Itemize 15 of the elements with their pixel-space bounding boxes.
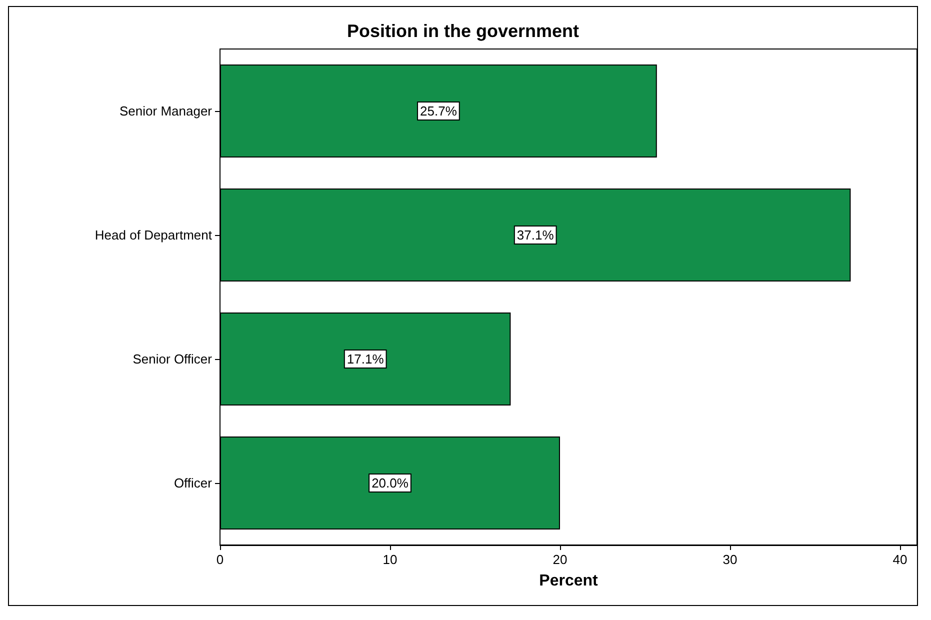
- x-tick-label: 20: [552, 552, 568, 567]
- chart-title: Position in the government: [346, 21, 580, 41]
- x-tick-label: 30: [722, 552, 738, 567]
- y-tick-label: Officer: [174, 476, 213, 490]
- x-tick-label: 40: [892, 552, 908, 567]
- y-tick-label: Senior Manager: [120, 104, 213, 118]
- x-tick-label: 10: [382, 552, 398, 567]
- data-label: 25.7%: [420, 104, 458, 118]
- data-label: 20.0%: [372, 476, 409, 490]
- data-label: 17.1%: [346, 352, 384, 366]
- y-tick-label: Senior Officer: [132, 352, 213, 366]
- x-tick-label: 0: [216, 552, 224, 567]
- x-axis-title: Percent: [539, 572, 599, 590]
- data-label: 37.1%: [516, 228, 554, 242]
- y-tick-label: Head of Department: [94, 228, 212, 242]
